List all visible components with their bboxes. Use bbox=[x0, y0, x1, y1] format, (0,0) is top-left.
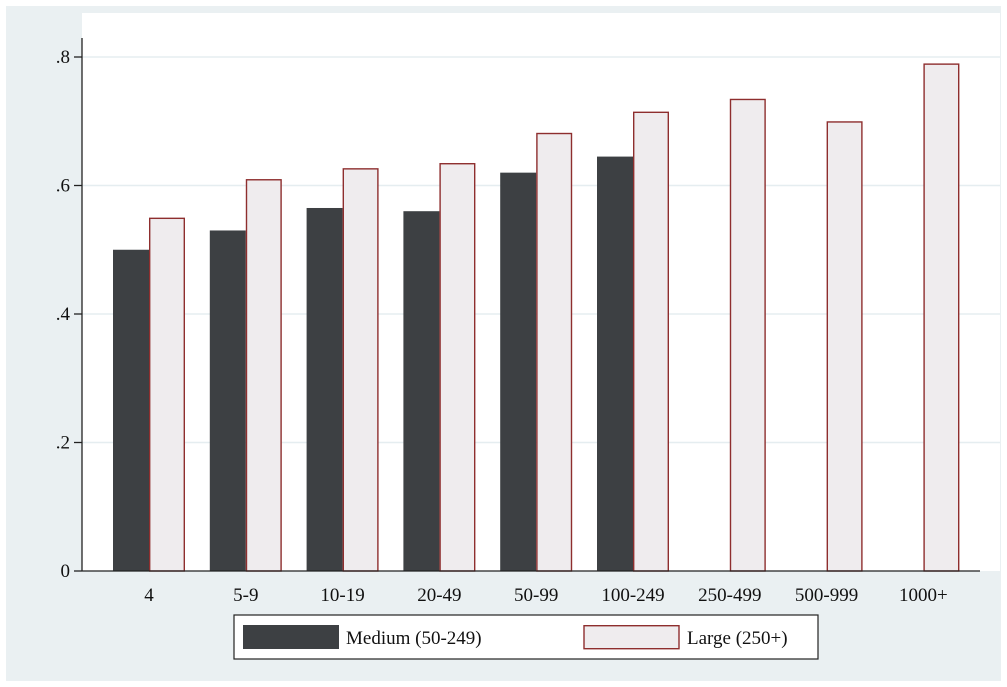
x-tick-label: 50-99 bbox=[514, 585, 558, 606]
chart-frame: 0 .2 .4 .6 .8 4 5-9 10-19 20-49 50-99 100-249 250-4… bbox=[6, 6, 1001, 681]
bar-large bbox=[439, 163, 476, 572]
x-tick-label: 5-9 bbox=[233, 585, 258, 606]
bar-medium bbox=[500, 172, 537, 571]
bar-large bbox=[245, 179, 282, 572]
bar-chart: 0 .2 .4 .6 .8 4 5-9 10-19 20-49 50-99 100-249 250-4… bbox=[56, 13, 1000, 660]
bar-medium bbox=[403, 211, 440, 571]
x-tick-label: 250-499 bbox=[698, 585, 761, 606]
legend-swatch-medium bbox=[243, 625, 339, 649]
legend: Medium (50-249) Large (250+) bbox=[233, 614, 819, 660]
bar-medium bbox=[113, 249, 149, 571]
axes: 0 .2 .4 .6 .8 4 5-9 10-19 20-49 50-99 100-249 250-4… bbox=[56, 38, 980, 606]
legend-swatch-large bbox=[583, 625, 680, 650]
x-tick-label: 4 bbox=[144, 585, 154, 606]
bar-large bbox=[148, 217, 185, 572]
bars bbox=[113, 63, 960, 572]
bar-medium bbox=[209, 230, 246, 571]
bar-large bbox=[729, 98, 766, 572]
bar-large bbox=[923, 63, 960, 572]
bar-large bbox=[633, 111, 670, 572]
bar-large bbox=[342, 168, 379, 572]
y-tick-label: .8 bbox=[56, 47, 70, 68]
bar-large bbox=[826, 121, 863, 572]
bar-large bbox=[536, 132, 573, 572]
y-tick-label: .2 bbox=[56, 433, 70, 454]
legend-label-large: Large (250+) bbox=[687, 628, 788, 649]
legend-label-medium: Medium (50-249) bbox=[346, 628, 482, 649]
y-tick-label: 0 bbox=[61, 561, 71, 582]
x-tick-label: 500-999 bbox=[795, 585, 858, 606]
bar-medium bbox=[306, 207, 343, 572]
y-tick-label: .4 bbox=[56, 304, 71, 325]
x-tick-label: 10-19 bbox=[320, 585, 364, 606]
x-tick-label: 100-249 bbox=[601, 585, 664, 606]
x-tick-label: 20-49 bbox=[417, 585, 461, 606]
y-tick-label: .6 bbox=[56, 176, 70, 197]
x-tick-label: 1000+ bbox=[899, 585, 948, 606]
bar-medium bbox=[597, 156, 633, 571]
